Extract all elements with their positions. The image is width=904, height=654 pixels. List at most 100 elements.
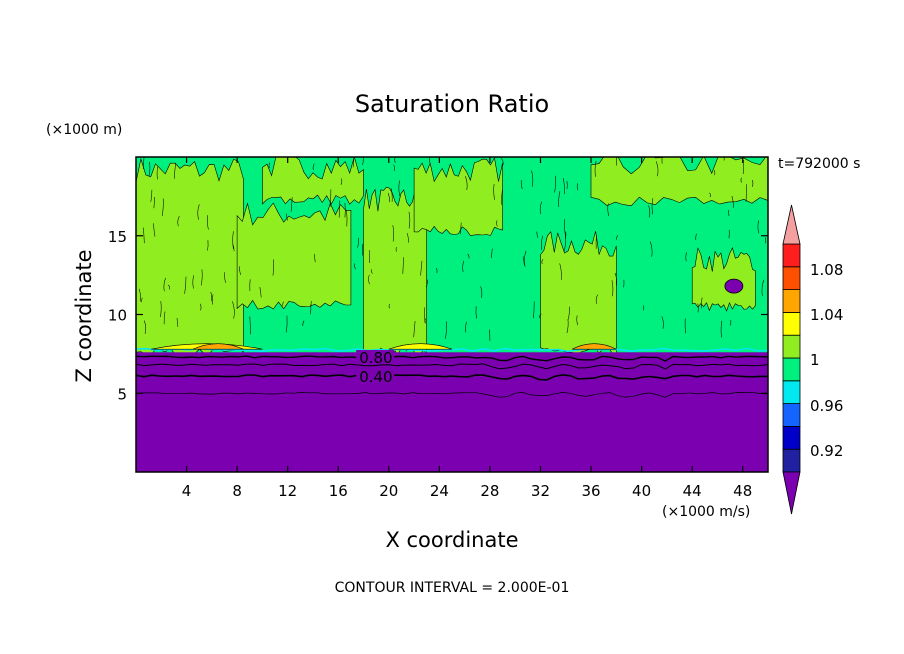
y-tick-label: 10 [108, 307, 127, 325]
noise-contour [167, 284, 171, 290]
noise-contour [156, 166, 159, 180]
y-unit-label: (×1000 m) [46, 122, 122, 138]
noise-contour [531, 170, 534, 187]
noise-contour [491, 248, 493, 259]
colorbar-band [782, 289, 801, 313]
lime-patch [262, 157, 364, 205]
noise-contour [562, 178, 565, 195]
colorbar-band [782, 334, 801, 359]
noise-contour [475, 306, 477, 319]
noise-contour [576, 183, 579, 191]
contour-label-bg [356, 368, 395, 383]
x-tick-label: 36 [581, 482, 600, 500]
x-tick-label: 48 [733, 482, 752, 500]
contour-line [136, 391, 768, 398]
noise-contour [536, 231, 539, 238]
noise-contour [394, 157, 396, 163]
noise-contour [161, 198, 164, 217]
contour-label: 0.80 [359, 349, 392, 367]
x-tick-label: 16 [329, 482, 348, 500]
noise-contour [655, 161, 659, 177]
x-axis: 4 8 12 16 20 24 28 32 36 40 44 48 [182, 157, 752, 500]
colorbar: 1.08 1.04 1 0.96 0.92 [782, 204, 843, 515]
lime-patch [590, 157, 768, 207]
noise-contour [533, 301, 535, 319]
time-label: t=792000 s [778, 156, 860, 172]
noise-contour [387, 192, 390, 203]
noise-contour [700, 297, 703, 309]
lime-patch [136, 157, 244, 357]
noise-contour [390, 188, 393, 202]
contour-line [136, 355, 768, 362]
noise-contour [176, 317, 179, 327]
noise-contour [207, 240, 209, 251]
lime-patch [691, 247, 756, 312]
x-unit-label: (×1000 m/s) [662, 504, 750, 520]
noise-contour [465, 175, 468, 191]
noise-contour [559, 263, 562, 280]
noise-contour [150, 189, 153, 202]
noise-contour [541, 235, 543, 251]
noise-contour [520, 180, 523, 190]
noise-contour [370, 269, 373, 274]
noise-contour [616, 157, 618, 166]
noise-contour [564, 219, 566, 237]
noise-contour [568, 306, 570, 320]
x-tick-label: 44 [683, 482, 702, 500]
noise-contour [695, 233, 697, 241]
noise-contour [761, 279, 765, 296]
noise-contour [232, 244, 235, 252]
noise-contour [302, 320, 305, 327]
noise-contour [143, 320, 147, 334]
noise-contour [407, 233, 409, 243]
y-axis-label: Z coordinate [72, 249, 96, 382]
noise-contour [312, 163, 315, 170]
noise-contour [465, 321, 467, 333]
noise-contour [177, 215, 180, 227]
noise-contour [501, 189, 503, 205]
noise-contour [731, 195, 734, 208]
noise-contour [368, 274, 370, 285]
noise-contour [388, 303, 390, 309]
noise-contour [661, 316, 664, 329]
noise-contour [480, 286, 483, 298]
lime-patch [236, 202, 352, 310]
x-axis-label: X coordinate [385, 528, 518, 552]
noise-contour [197, 204, 200, 220]
noise-contour [395, 246, 397, 252]
y-tick-label: 15 [108, 228, 127, 246]
noise-contour [500, 157, 504, 167]
contour-line [136, 373, 768, 381]
x-tick-label: 24 [430, 482, 449, 500]
noise-contour [192, 275, 195, 289]
noise-contour [402, 257, 404, 274]
noise-contour [286, 315, 288, 333]
noise-contour [153, 223, 156, 237]
noise-contour [697, 303, 699, 313]
noise-contour [685, 252, 687, 262]
cloud-patch [571, 343, 617, 350]
noise-contour [594, 160, 597, 177]
noise-contour [309, 304, 312, 315]
noise-contour [238, 266, 241, 275]
noise-contour [723, 157, 725, 161]
boundary-fringe [136, 347, 768, 353]
colorbar-bottom-cap [782, 471, 801, 515]
noise-contour [524, 250, 527, 267]
noise-contour [554, 175, 556, 193]
noise-contour [651, 198, 654, 215]
noise-contour [249, 316, 251, 335]
contour-label-bg [356, 350, 395, 365]
noise-contour [210, 291, 213, 302]
noise-contour [616, 235, 618, 240]
noise-contour [362, 157, 364, 166]
y-tick-label: 5 [117, 385, 127, 403]
noise-contour [148, 161, 151, 177]
noise-contour [138, 288, 141, 302]
noise-contour [259, 287, 262, 298]
colorbar-band [782, 311, 801, 336]
colorbar-label: 1 [810, 351, 820, 369]
noise-contour [357, 237, 359, 248]
noise-contour [200, 269, 203, 286]
noise-contour [153, 196, 155, 209]
